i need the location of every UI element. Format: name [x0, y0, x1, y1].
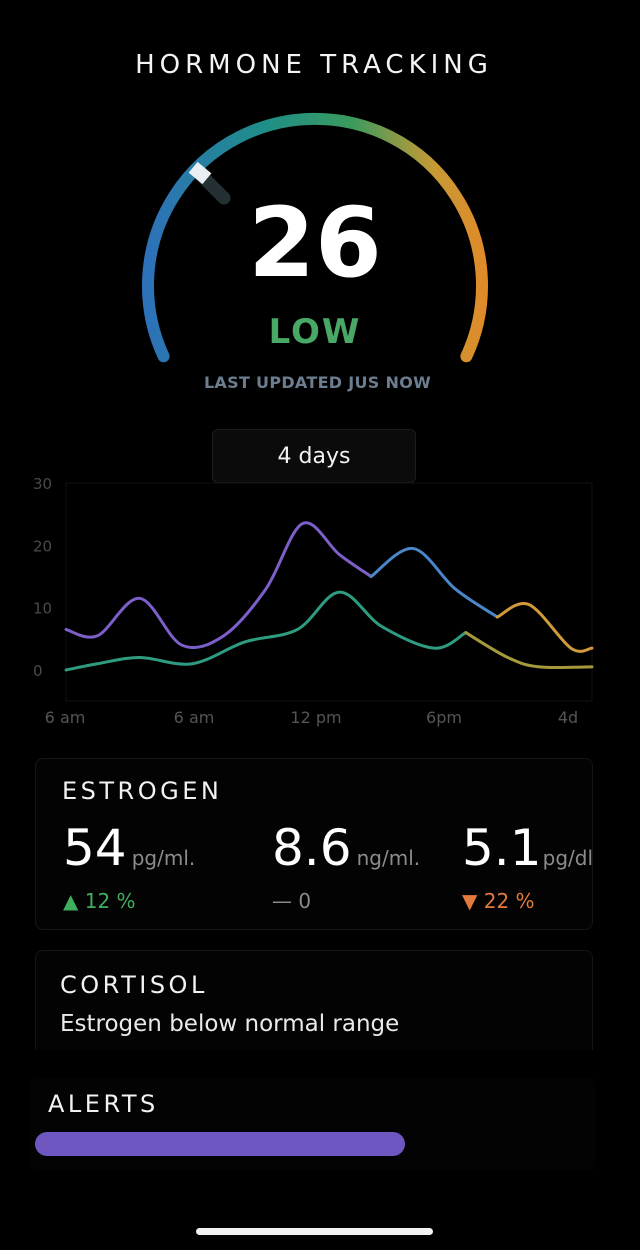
metric-delta-flat: — 0 — [272, 889, 312, 913]
alerts-title: ALERTS — [48, 1090, 159, 1118]
y-tick-label: 0 — [33, 662, 43, 680]
series-1-line-segment — [369, 546, 499, 619]
chart-frame — [65, 482, 593, 702]
alerts-card[interactable]: ALERTS — [30, 1078, 596, 1170]
cortisol-card[interactable]: CORTISOL Estrogen below normal range — [35, 950, 593, 1050]
x-tick-label: 12 pm — [290, 708, 341, 727]
time-range-label: 4 days — [277, 443, 351, 469]
cortisol-title: CORTISOL — [60, 971, 208, 999]
hormone-chart: 30 20 10 0 6 am 6 am 12 pm 6pm 4d — [33, 475, 594, 727]
metric-value: 5.1 — [462, 819, 542, 877]
last-updated-text: LAST UPDATED JUS NOW — [203, 373, 432, 392]
hormone-score: 26 — [248, 187, 382, 299]
estrogen-metric-3: 5.1 pg/dl — [462, 819, 593, 877]
estrogen-title: ESTROGEN — [62, 777, 223, 805]
series-2-line-segment — [64, 590, 468, 672]
cortisol-message: Estrogen below normal range — [60, 1011, 400, 1037]
estrogen-metric-2: 8.6 ng/ml. — [272, 819, 420, 877]
estrogen-card[interactable]: ESTROGEN 54 pg/ml. ▲ 12 % 8.6 ng/ml. — 0… — [35, 758, 593, 930]
page-title: HORMONE TRACKING — [135, 50, 493, 80]
metric-delta-up: ▲ 12 % — [63, 889, 136, 913]
home-indicator[interactable] — [196, 1228, 433, 1235]
gauge-marker — [188, 161, 212, 185]
time-range-button[interactable]: 4 days — [212, 429, 416, 483]
series-1-line-segment — [495, 602, 594, 653]
x-tick-label: 4d — [558, 708, 578, 727]
y-tick-label: 30 — [33, 475, 52, 493]
y-tick-label: 20 — [33, 537, 52, 555]
x-tick-label: 6 am — [45, 708, 86, 727]
estrogen-metric-1: 54 pg/ml. — [63, 819, 195, 877]
x-tick-label: 6pm — [426, 708, 462, 727]
metric-unit: pg/ml. — [131, 846, 196, 870]
hormone-gauge — [142, 112, 488, 363]
hormone-level: LOW — [268, 312, 362, 352]
gauge-track — [142, 112, 488, 363]
metric-delta-down: ▼ 22 % — [462, 889, 535, 913]
alert-progress-bar[interactable] — [35, 1132, 405, 1156]
metric-value: 54 — [63, 819, 127, 877]
x-tick-label: 6 am — [174, 708, 215, 727]
metric-unit: ng/ml. — [356, 846, 421, 870]
y-tick-label: 10 — [33, 600, 52, 618]
metric-value: 8.6 — [272, 819, 352, 877]
series-1-line-segment — [64, 521, 373, 650]
metric-unit: pg/dl — [542, 846, 594, 870]
series-2-line-segment — [464, 631, 594, 670]
